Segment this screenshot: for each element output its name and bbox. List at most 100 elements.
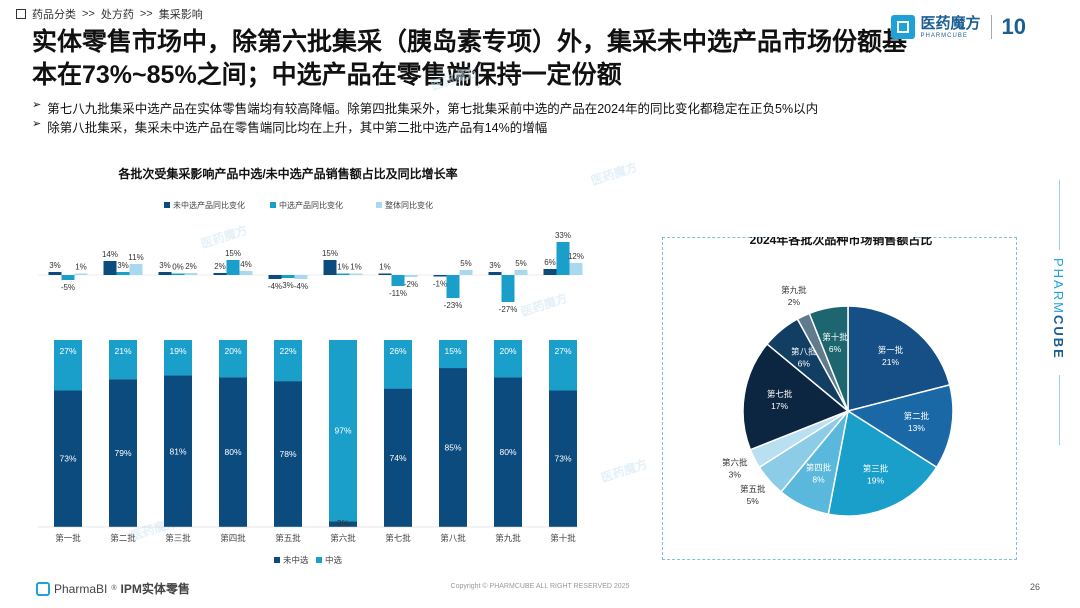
- unselected-share-bar: [494, 377, 522, 527]
- yoy-value-label: 3%: [282, 281, 294, 290]
- legend-label: 中选产品同比变化: [279, 200, 343, 210]
- breadcrumb-item[interactable]: 药品分类: [32, 9, 76, 21]
- category-tick-label: 第四批: [220, 533, 246, 543]
- yoy-value-label: -4%: [268, 282, 282, 291]
- pie-slice: [846, 383, 954, 469]
- yoy-bar: [239, 271, 253, 275]
- category-labels: 第一批 第二批 第三批 第四批 第五批 第六批 第七批 第八批 第九批 第十批: [38, 526, 578, 543]
- selected-share-bar: [219, 340, 247, 378]
- unselected-share-label: 81%: [169, 446, 186, 456]
- yoy-value-label: 5%: [460, 259, 472, 268]
- yoy-bar: [459, 270, 473, 275]
- pie-slice-label: 第八批: [791, 347, 817, 357]
- yoy-bar: [556, 242, 570, 275]
- batch-bar-chart: 各批次受集采影响产品中选/未中选产品销售额占比及同比增长率 未中选产品同比变化 中…: [38, 166, 584, 565]
- yoy-bar: [569, 263, 583, 275]
- selected-share-label: 21%: [114, 346, 131, 356]
- unselected-share-bar: [549, 390, 577, 527]
- legend-swatch: [274, 557, 280, 563]
- pie-slice-label: 第十批: [822, 332, 848, 342]
- top-legend: 未中选产品同比变化 中选产品同比变化 整体同比变化: [164, 200, 433, 210]
- yoy-value-label: -5%: [61, 283, 75, 292]
- anniversary-badge: 10: [1001, 14, 1026, 39]
- unselected-share-label: 78%: [279, 449, 296, 459]
- yoy-bar: [268, 275, 282, 279]
- copyright: Copyright © PHARMCUBE ALL RIGHT RESERVED…: [450, 583, 630, 590]
- unselected-share-label: 73%: [59, 454, 76, 464]
- breadcrumb: 药品分类 >> 处方药 >> 集采影响: [16, 6, 203, 22]
- pie-slices: 第一批 21% 第二批 13% 第三批 19% 第四批 8% 第五批 5% 第六批 3% 第七批 17% 第…: [722, 285, 954, 517]
- category-tick-label: 第五批: [275, 533, 301, 543]
- selected-share-label: 27%: [59, 346, 76, 356]
- selected-share-label: 20%: [499, 346, 516, 356]
- pie-slice: [742, 343, 850, 451]
- yoy-bar: [184, 273, 198, 275]
- category-tick-label: 第七批: [385, 533, 411, 543]
- pie-title-bg: [770, 237, 912, 247]
- selected-share-bar: [109, 340, 137, 380]
- unselected-share-bar: [384, 388, 412, 527]
- footer-brand-reg: ®: [111, 585, 117, 592]
- yoy-value-label: 3%: [117, 261, 129, 270]
- legend-swatch: [164, 202, 170, 208]
- category-icon: [16, 9, 26, 19]
- pie-slice-value: 6%: [829, 344, 842, 354]
- legend-label: 整体同比变化: [385, 200, 433, 210]
- selected-share-bar: [329, 340, 357, 522]
- legend-label: 未中选: [283, 555, 309, 565]
- category-tick-label: 第六批: [330, 533, 356, 543]
- unselected-share-bar: [329, 521, 357, 527]
- bullet-point: ➢ 除第八批集采，集采未中选产品在零售端同比均在上升，其中第二批中选产品有14%…: [32, 117, 547, 136]
- pie-slice: [847, 305, 951, 412]
- unselected-share-bar: [164, 375, 192, 527]
- pie-slice-label: 第一批: [878, 345, 904, 355]
- unselected-share-label: 80%: [499, 447, 516, 457]
- pie-slice-value: 8%: [812, 475, 825, 485]
- category-tick-label: 第八批: [440, 533, 466, 543]
- bar-chart-title: 各批次受集采影响产品中选/未中选产品销售额占比及同比增长率: [117, 166, 457, 181]
- yoy-bar: [349, 273, 363, 275]
- unselected-share-label: 73%: [554, 454, 571, 464]
- yoy-value-label: 14%: [102, 250, 118, 259]
- selected-share-label: 15%: [444, 346, 461, 356]
- unselected-share-bar: [219, 377, 247, 527]
- yoy-value-label: 0%: [172, 263, 184, 272]
- selected-share-label: 27%: [554, 346, 571, 356]
- yoy-value-label: 15%: [322, 249, 338, 258]
- pie-slice-label: 第九批: [781, 285, 807, 295]
- legend-swatch: [270, 202, 276, 208]
- yoy-value-label: 12%: [568, 252, 584, 261]
- breadcrumb-item[interactable]: 集采影响: [158, 9, 203, 21]
- yoy-value-label: 3%: [159, 261, 171, 270]
- unselected-share-bar: [439, 368, 467, 527]
- yoy-bar: [103, 261, 117, 275]
- selected-share-bar: [274, 340, 302, 382]
- yoy-value-label: 5%: [515, 259, 527, 268]
- arrow-bullet-icon: ➢: [32, 99, 42, 111]
- selected-share-bar: [549, 340, 577, 391]
- yoy-bar: [543, 269, 557, 275]
- yoy-bar: [433, 275, 447, 277]
- unselected-share-label: 85%: [444, 443, 461, 453]
- pie-slice-value: 13%: [908, 423, 925, 433]
- logo-subtext: PHARMCUBE: [920, 32, 968, 39]
- yoy-bar: [514, 270, 528, 275]
- breadcrumb-item[interactable]: 处方药: [100, 9, 134, 21]
- yoy-value-label: 2%: [185, 262, 197, 271]
- yoy-value-label: 3%: [489, 261, 501, 270]
- pie-slice-label: 第二批: [904, 411, 930, 421]
- pie-slice-value: 17%: [771, 401, 788, 411]
- pie-slice-label: 第五批: [740, 484, 766, 494]
- brand-logo: 医药魔方 PHARMCUBE 10: [890, 14, 1026, 40]
- selected-share-bar: [54, 340, 82, 391]
- logo-text: 医药魔方: [920, 14, 981, 32]
- watermark: 医药魔方: [599, 456, 650, 486]
- yoy-value-label: 1%: [337, 263, 349, 272]
- yoy-bar: [74, 273, 88, 275]
- yoy-value-label: 1%: [379, 263, 391, 272]
- legend-label: 未中选产品同比变化: [173, 200, 245, 210]
- pie-slice-value: 21%: [882, 357, 899, 367]
- yoy-bar: [48, 272, 62, 275]
- yoy-bar: [336, 273, 350, 275]
- unselected-share-label: 80%: [224, 447, 241, 457]
